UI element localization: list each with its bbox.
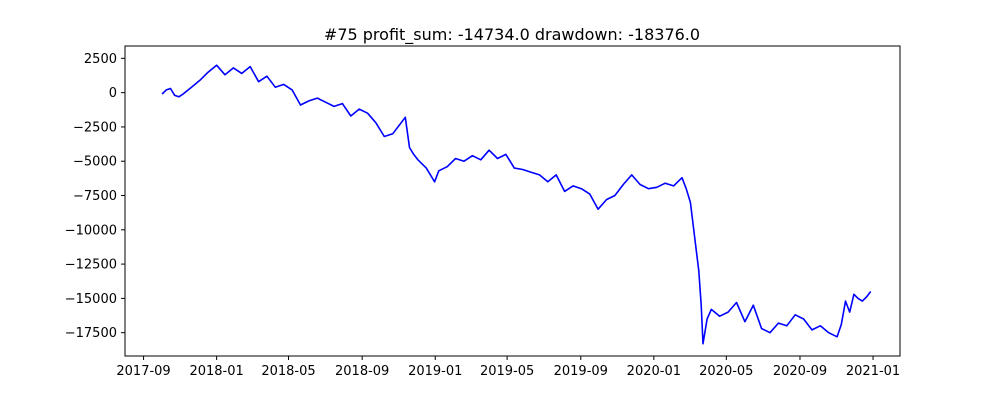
x-tick-label: 2018-05 [261,364,315,379]
y-axis: 2500 0 −2500 −5000 −7500 −10000 −12500 −15000 −1… [65,52,125,341]
x-tick-label: 2020-01 [627,364,681,379]
y-tick-label: −17500 [65,326,117,341]
y-tick-label: −2500 [73,120,117,135]
y-tick-label: 2500 [84,52,117,67]
plot-frame [124,45,901,357]
x-tick-label: 2019-01 [408,364,462,379]
y-tick-label: −7500 [73,189,117,204]
chart-title: #75 profit_sum: -14734.0 drawdown: -1837… [324,25,700,45]
y-tick-label: −5000 [73,155,117,170]
x-tick-label: 2021-01 [846,364,900,379]
x-tick-label: 2019-09 [554,364,608,379]
x-tick-label: 2019-05 [480,364,534,379]
x-axis: 2017-09 2018-01 2018-05 2018-09 2019-01 2019-… [116,356,900,379]
x-tick-label: 2020-05 [699,364,753,379]
x-tick-label: 2018-09 [335,364,389,379]
x-tick-label: 2017-09 [116,364,170,379]
y-tick-label: −10000 [65,223,117,238]
x-tick-label: 2020-09 [773,364,827,379]
series-line-0 [161,64,872,345]
plot-area [161,64,872,345]
y-tick-label: 0 [109,86,117,101]
y-tick-label: −15000 [65,292,117,307]
x-tick-label: 2018-01 [189,364,243,379]
y-tick-label: −12500 [65,258,117,273]
